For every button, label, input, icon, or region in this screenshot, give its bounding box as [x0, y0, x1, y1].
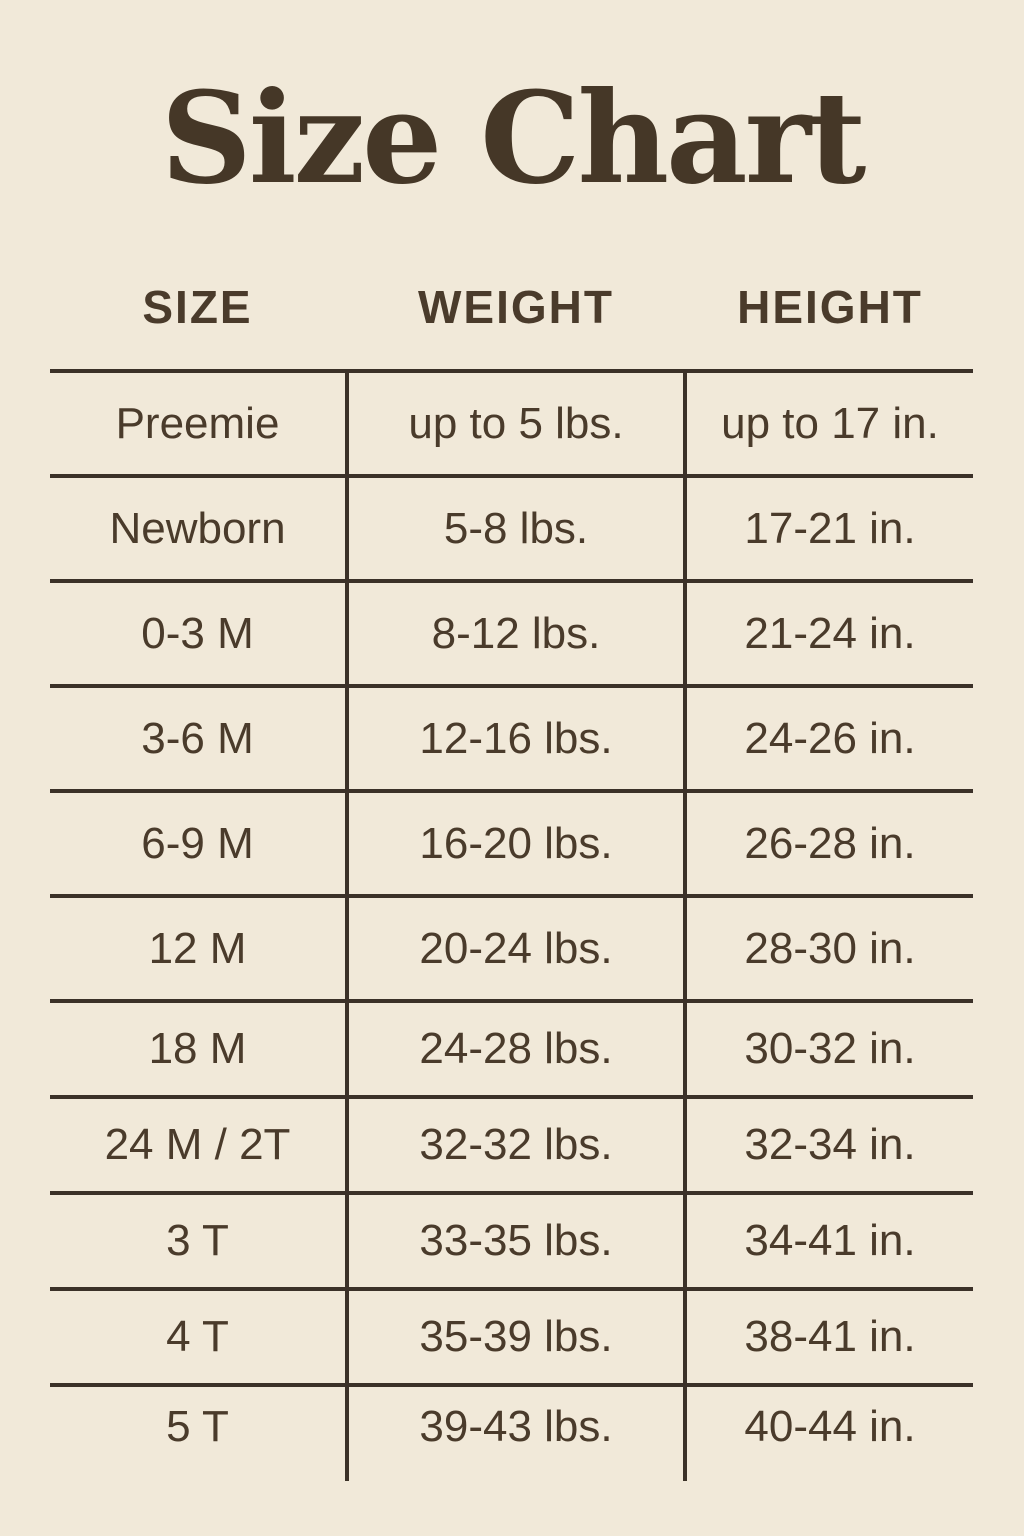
column-header-height: HEIGHT — [737, 281, 923, 333]
table-row: 3-6 M 12-16 lbs. 24-26 in. — [50, 684, 973, 789]
table-row: Preemie up to 5 lbs. up to 17 in. — [50, 369, 973, 474]
table-row: 18 M 24-28 lbs. 30-32 in. — [50, 999, 973, 1095]
weight-cell: 32-32 lbs. — [345, 1099, 687, 1191]
column-header-weight: WEIGHT — [418, 281, 614, 333]
table-body: Preemie up to 5 lbs. up to 17 in. Newbor… — [50, 369, 973, 1481]
page-title: Size Chart — [160, 64, 867, 212]
height-cell: 26-28 in. — [744, 818, 916, 868]
weight-cell: 12-16 lbs. — [345, 688, 687, 789]
table-row: 6-9 M 16-20 lbs. 26-28 in. — [50, 789, 973, 894]
weight-cell: 16-20 lbs. — [345, 793, 687, 894]
weight-cell: 5-8 lbs. — [345, 478, 687, 579]
table-row: 4 T 35-39 lbs. 38-41 in. — [50, 1287, 973, 1383]
size-cell: 12 M — [148, 923, 247, 973]
table-row: 24 M / 2T 32-32 lbs. 32-34 in. — [50, 1095, 973, 1191]
table-header-row: SIZE WEIGHT HEIGHT — [50, 280, 973, 334]
height-cell: 28-30 in. — [744, 923, 916, 973]
column-header-size: SIZE — [142, 281, 253, 333]
height-cell: 21-24 in. — [744, 608, 916, 658]
table-row: 0-3 M 8-12 lbs. 21-24 in. — [50, 579, 973, 684]
size-cell: Newborn — [109, 503, 286, 553]
weight-cell: 35-39 lbs. — [345, 1291, 687, 1383]
size-cell: 0-3 M — [141, 608, 254, 658]
weight-cell: 24-28 lbs. — [345, 1003, 687, 1095]
size-cell: 6-9 M — [141, 818, 254, 868]
weight-cell: up to 5 lbs. — [345, 373, 687, 474]
weight-cell: 8-12 lbs. — [345, 583, 687, 684]
size-cell: 24 M / 2T — [104, 1120, 291, 1169]
height-cell: 30-32 in. — [744, 1024, 916, 1073]
table-row: 5 T 39-43 lbs. 40-44 in. — [50, 1383, 973, 1481]
size-cell: Preemie — [115, 398, 280, 448]
height-cell: 40-44 in. — [744, 1402, 916, 1451]
height-cell: 24-26 in. — [744, 713, 916, 763]
height-cell: 17-21 in. — [744, 503, 916, 553]
height-cell: 38-41 in. — [744, 1312, 916, 1361]
table-row: 12 M 20-24 lbs. 28-30 in. — [50, 894, 973, 999]
size-cell: 18 M — [148, 1024, 247, 1073]
weight-cell: 39-43 lbs. — [345, 1387, 687, 1481]
table-row: 3 T 33-35 lbs. 34-41 in. — [50, 1191, 973, 1287]
height-cell: up to 17 in. — [721, 398, 939, 448]
weight-cell: 20-24 lbs. — [345, 898, 687, 999]
height-cell: 32-34 in. — [744, 1120, 916, 1169]
size-cell: 3 T — [166, 1216, 229, 1265]
size-cell: 4 T — [166, 1312, 229, 1361]
size-cell: 5 T — [166, 1402, 229, 1451]
table-row: Newborn 5-8 lbs. 17-21 in. — [50, 474, 973, 579]
weight-cell: 33-35 lbs. — [345, 1195, 687, 1287]
height-cell: 34-41 in. — [744, 1216, 916, 1265]
size-cell: 3-6 M — [141, 713, 254, 763]
